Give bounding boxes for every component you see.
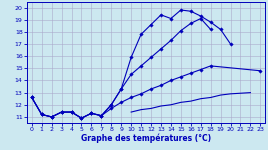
X-axis label: Graphe des températures (°C): Graphe des températures (°C) [81, 134, 211, 143]
